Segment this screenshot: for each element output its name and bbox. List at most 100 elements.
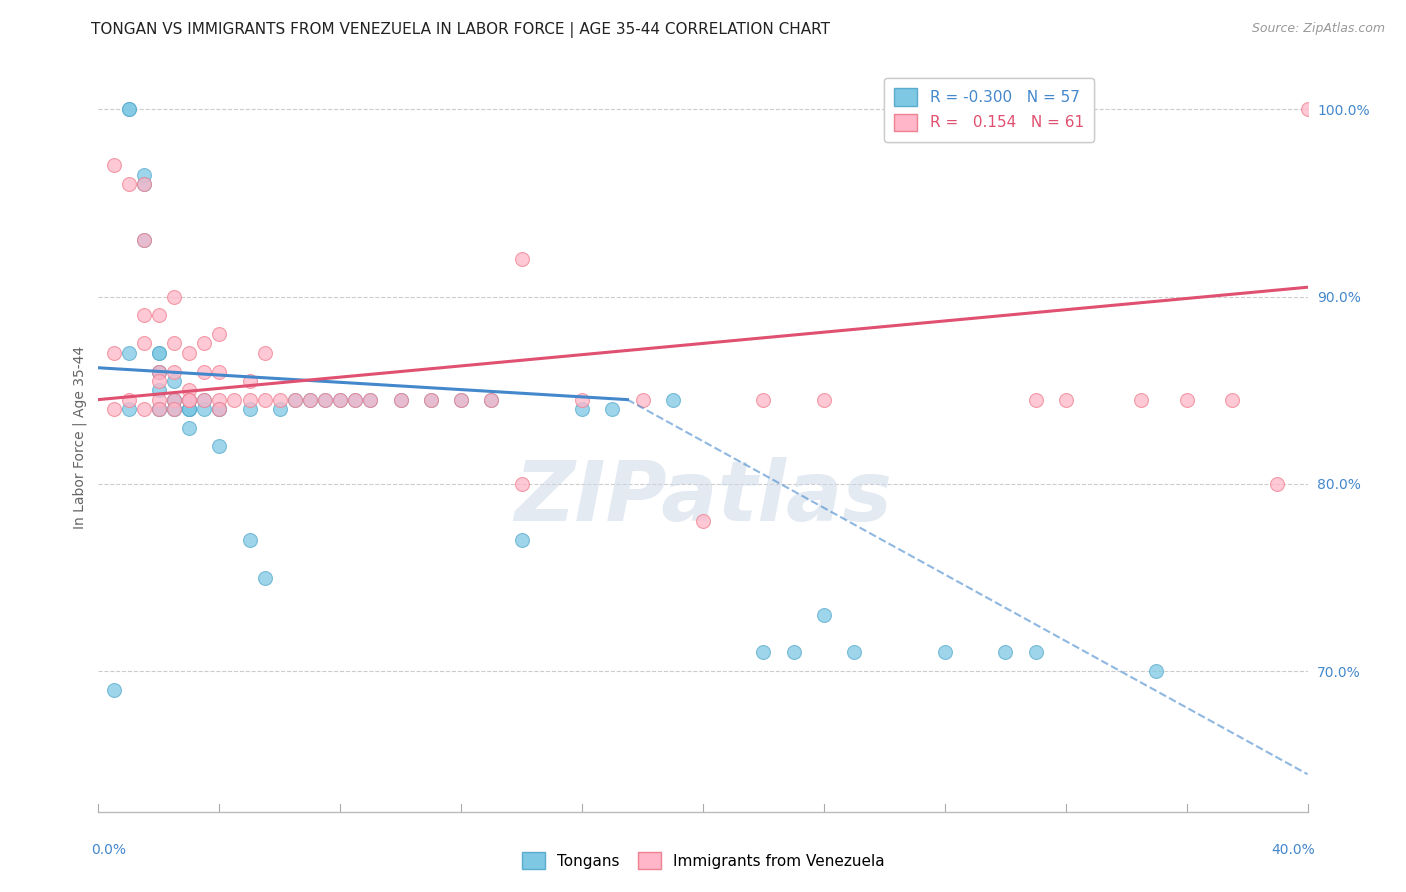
Point xyxy=(179,420,201,434)
Point xyxy=(510,252,533,266)
Point xyxy=(148,345,170,359)
Point xyxy=(1267,476,1289,491)
Point xyxy=(163,392,186,407)
Point xyxy=(329,392,352,407)
Point xyxy=(163,392,186,407)
Point xyxy=(179,392,201,407)
Point xyxy=(163,336,186,351)
Point xyxy=(163,392,186,407)
Point xyxy=(148,374,170,388)
Point xyxy=(450,392,472,407)
Point xyxy=(1130,392,1153,407)
Point xyxy=(420,392,443,407)
Point xyxy=(103,683,125,698)
Point xyxy=(163,401,186,416)
Point xyxy=(1054,392,1077,407)
Point xyxy=(253,571,276,585)
Point xyxy=(1024,646,1046,660)
Point xyxy=(118,401,141,416)
Point xyxy=(239,374,262,388)
Point xyxy=(510,533,533,547)
Point xyxy=(389,392,412,407)
Point xyxy=(208,392,231,407)
Point xyxy=(571,401,593,416)
Point xyxy=(208,326,231,341)
Point xyxy=(148,392,170,407)
Point xyxy=(661,392,683,407)
Point xyxy=(148,345,170,359)
Point xyxy=(299,392,322,407)
Point xyxy=(179,401,201,416)
Point xyxy=(994,646,1017,660)
Point xyxy=(132,168,155,182)
Point xyxy=(103,345,125,359)
Point xyxy=(253,392,276,407)
Point xyxy=(844,646,866,660)
Point xyxy=(148,401,170,416)
Point xyxy=(148,364,170,378)
Point xyxy=(752,392,775,407)
Point xyxy=(208,401,231,416)
Point xyxy=(481,392,503,407)
Point xyxy=(132,233,155,247)
Point xyxy=(118,177,141,191)
Point xyxy=(118,102,141,116)
Point xyxy=(179,392,201,407)
Point xyxy=(389,392,412,407)
Point xyxy=(179,401,201,416)
Point xyxy=(314,392,336,407)
Point xyxy=(148,401,170,416)
Point xyxy=(269,392,291,407)
Point xyxy=(329,392,352,407)
Point xyxy=(813,607,835,622)
Point xyxy=(179,345,201,359)
Legend: R = -0.300   N = 57, R =   0.154   N = 61: R = -0.300 N = 57, R = 0.154 N = 61 xyxy=(884,78,1094,142)
Point xyxy=(163,289,186,303)
Point xyxy=(692,514,714,528)
Point xyxy=(1220,392,1243,407)
Point xyxy=(148,383,170,397)
Point xyxy=(208,401,231,416)
Text: TONGAN VS IMMIGRANTS FROM VENEZUELA IN LABOR FORCE | AGE 35-44 CORRELATION CHART: TONGAN VS IMMIGRANTS FROM VENEZUELA IN L… xyxy=(91,22,831,38)
Point xyxy=(132,308,155,322)
Point xyxy=(481,392,503,407)
Point xyxy=(208,364,231,378)
Point xyxy=(132,177,155,191)
Point xyxy=(420,392,443,407)
Point xyxy=(193,401,215,416)
Point xyxy=(239,401,262,416)
Point xyxy=(571,392,593,407)
Point xyxy=(118,392,141,407)
Point xyxy=(284,392,307,407)
Point xyxy=(1175,392,1198,407)
Point xyxy=(118,345,141,359)
Point xyxy=(179,392,201,407)
Point xyxy=(510,476,533,491)
Point xyxy=(179,383,201,397)
Legend: Tongans, Immigrants from Venezuela: Tongans, Immigrants from Venezuela xyxy=(516,846,890,875)
Point xyxy=(208,439,231,453)
Point xyxy=(208,401,231,416)
Point xyxy=(450,392,472,407)
Point xyxy=(752,646,775,660)
Point xyxy=(239,392,262,407)
Point xyxy=(813,392,835,407)
Point xyxy=(193,392,215,407)
Point xyxy=(299,392,322,407)
Point xyxy=(314,392,336,407)
Point xyxy=(163,401,186,416)
Point xyxy=(193,364,215,378)
Point xyxy=(602,401,624,416)
Point xyxy=(132,177,155,191)
Point xyxy=(132,336,155,351)
Point xyxy=(269,401,291,416)
Text: 0.0%: 0.0% xyxy=(91,843,127,857)
Point xyxy=(132,401,155,416)
Point xyxy=(360,392,382,407)
Point xyxy=(1024,392,1046,407)
Point xyxy=(344,392,367,407)
Point xyxy=(783,646,806,660)
Point xyxy=(224,392,246,407)
Y-axis label: In Labor Force | Age 35-44: In Labor Force | Age 35-44 xyxy=(73,345,87,529)
Point xyxy=(1296,102,1319,116)
